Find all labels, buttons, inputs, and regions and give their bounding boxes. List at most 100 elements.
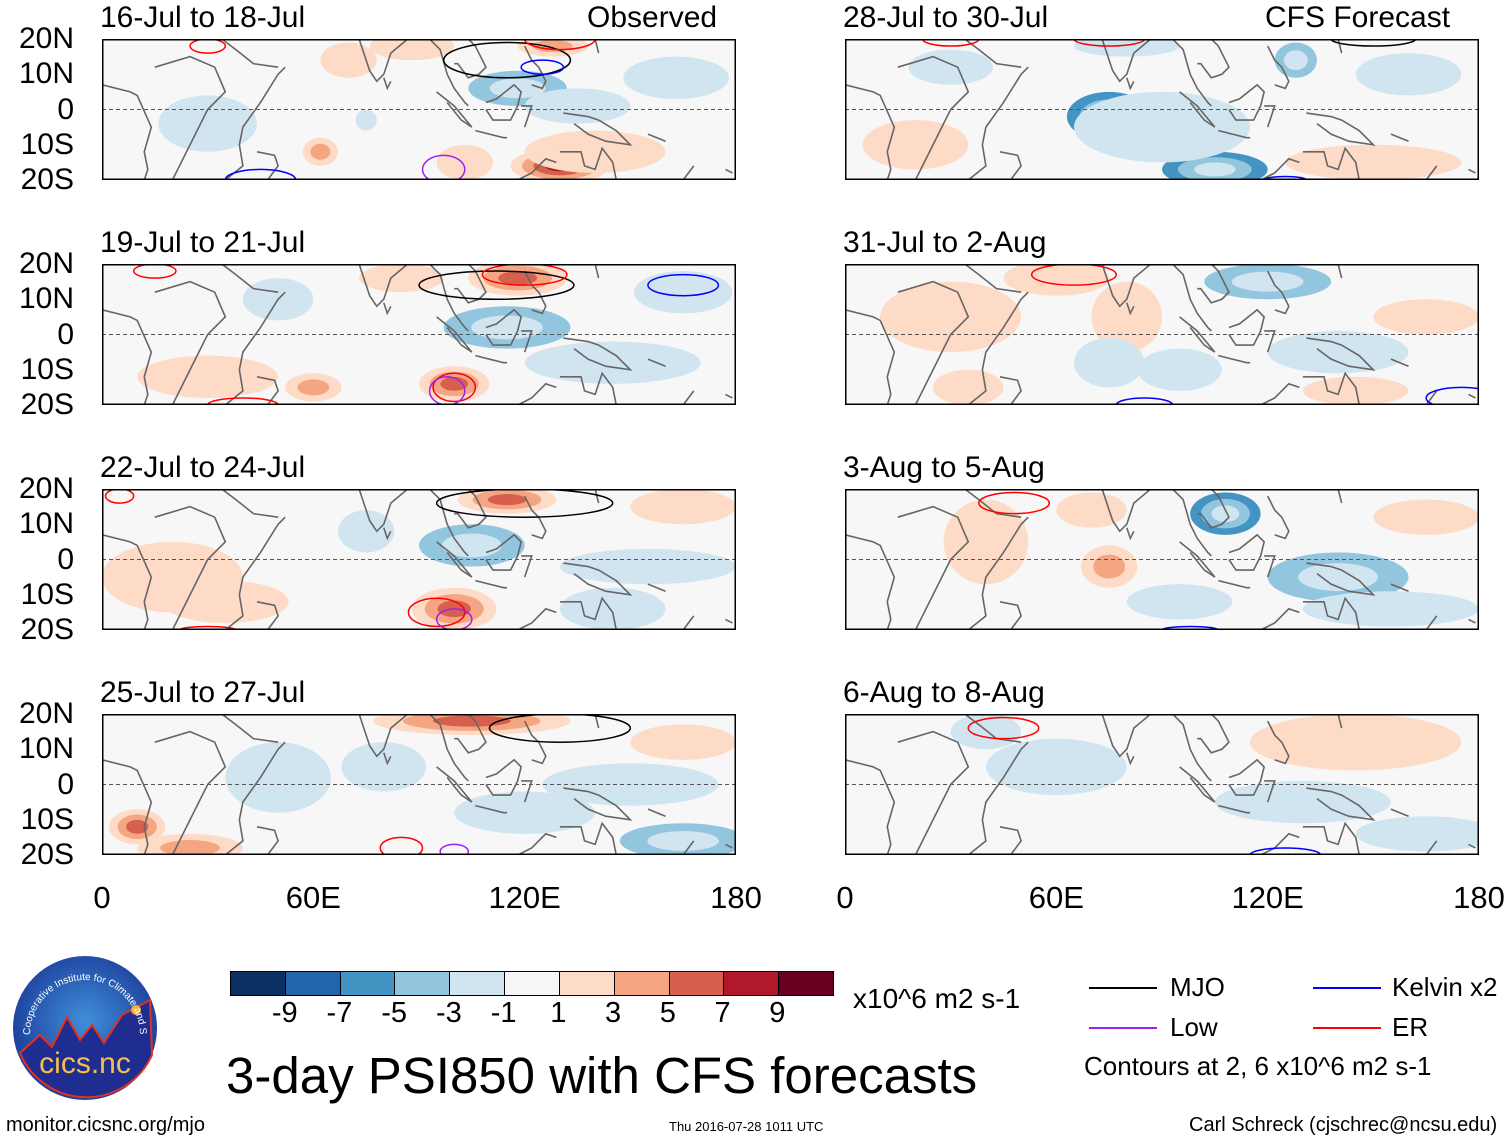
coastline xyxy=(594,264,600,279)
coastline xyxy=(1306,787,1376,821)
coastline xyxy=(224,741,286,855)
er-contour xyxy=(481,264,568,286)
coastline xyxy=(256,601,280,630)
panel-title: 16-Jul to 18-Jul xyxy=(100,1,306,34)
footer-timestamp: Thu 2016-07-28 1011 UTC xyxy=(669,1119,824,1134)
x-tick-label: 0 xyxy=(836,880,854,915)
colorbar-swatch xyxy=(284,972,340,995)
coastline xyxy=(1197,264,1230,304)
coastline xyxy=(515,157,557,180)
anomaly-shading xyxy=(1194,162,1236,177)
x-tick-label: 180 xyxy=(710,880,762,915)
coastline xyxy=(521,105,533,128)
coastline xyxy=(299,264,409,308)
coastline xyxy=(1197,714,1230,754)
coastline xyxy=(1468,618,1476,624)
colorbar-label: 9 xyxy=(769,997,786,1029)
x-tick-label: 120E xyxy=(1231,880,1304,915)
kelvin-contour xyxy=(647,273,720,297)
colorbar-swatch xyxy=(231,972,285,995)
coastline xyxy=(515,382,557,405)
panel-title: 25-Jul to 27-Jul xyxy=(100,676,306,709)
coastline xyxy=(559,146,618,180)
anomaly-shading xyxy=(1302,591,1479,627)
coastline xyxy=(1218,579,1251,589)
coastline xyxy=(1179,316,1216,353)
coastline xyxy=(299,489,409,533)
footer-url[interactable]: monitor.cicsnc.org/mjo xyxy=(6,1114,205,1136)
anomaly-shading xyxy=(341,742,427,792)
coastline xyxy=(475,129,508,139)
coastline xyxy=(102,84,153,180)
anomaly-shading xyxy=(1003,264,1110,296)
coastline xyxy=(1337,714,1343,729)
anomaly-shading xyxy=(908,49,993,85)
coastline xyxy=(559,596,618,630)
coastline xyxy=(1337,39,1343,54)
coastline xyxy=(1302,821,1361,855)
coastline xyxy=(154,55,227,180)
coastline xyxy=(1171,39,1212,107)
y-tick-label: 10S xyxy=(20,352,74,386)
map-panel xyxy=(102,264,736,405)
anomaly-shading xyxy=(440,376,469,391)
er-contour xyxy=(921,39,980,47)
map-panel xyxy=(845,264,1479,405)
mjo-contour xyxy=(1330,39,1417,47)
coastline xyxy=(1264,780,1276,803)
panel-title: 31-Jul to 2-Aug xyxy=(843,226,1047,259)
anomaly-shading xyxy=(1283,50,1308,71)
map-panel xyxy=(845,714,1479,855)
anomaly-shading xyxy=(1073,39,1180,57)
coastline xyxy=(428,489,469,557)
x-tick-label: 0 xyxy=(93,880,111,915)
coastline xyxy=(1390,583,1409,592)
coastline xyxy=(428,264,469,332)
coastline xyxy=(1228,308,1266,346)
coastline xyxy=(1179,91,1216,128)
coastline xyxy=(999,151,1023,180)
coastline xyxy=(475,354,508,364)
coastline xyxy=(725,618,733,624)
coastline xyxy=(563,562,633,596)
coastline xyxy=(1264,555,1276,578)
er-contour xyxy=(978,491,1051,515)
contour-note: Contours at 2, 6 x10^6 m2 s-1 xyxy=(1084,1051,1432,1081)
coastline xyxy=(454,714,487,754)
colorbar-label: 5 xyxy=(659,997,676,1029)
coastline xyxy=(682,840,695,855)
low-contour xyxy=(439,843,470,855)
legend-kelvin-label: Kelvin x2 xyxy=(1392,972,1498,1002)
y-tick-label: 20S xyxy=(20,613,74,646)
anomaly-shading xyxy=(1211,505,1240,523)
colorbar-swatch xyxy=(504,972,559,995)
coastline xyxy=(725,168,733,174)
coastline xyxy=(725,843,733,849)
coastline xyxy=(1228,83,1266,121)
coastline xyxy=(647,808,666,817)
mjo-contour xyxy=(442,41,572,79)
coastline xyxy=(647,133,666,142)
anomaly-shading xyxy=(647,830,720,851)
coastline xyxy=(221,489,279,518)
coastline xyxy=(102,534,153,630)
anomaly-shading xyxy=(1267,330,1409,374)
anomaly-shading xyxy=(1231,271,1304,292)
panel-title: 22-Jul to 24-Jul xyxy=(100,451,306,484)
observed-label: Observed xyxy=(587,1,718,34)
y-tick-label: 20S xyxy=(20,838,74,871)
coastline xyxy=(221,264,279,293)
anomaly-shading xyxy=(102,541,243,613)
coastline xyxy=(1042,714,1152,758)
colorbar-label: -1 xyxy=(490,997,517,1029)
anomaly-shading xyxy=(1285,144,1462,180)
coastline xyxy=(383,527,392,541)
coastline xyxy=(1266,45,1290,90)
colorbar-swatch xyxy=(449,972,505,995)
coastline xyxy=(1337,264,1343,279)
y-tick-label: 10S xyxy=(20,577,74,611)
coastline xyxy=(1306,562,1376,596)
coastline xyxy=(485,83,523,121)
map-panel xyxy=(845,39,1479,180)
coastline xyxy=(515,832,557,855)
